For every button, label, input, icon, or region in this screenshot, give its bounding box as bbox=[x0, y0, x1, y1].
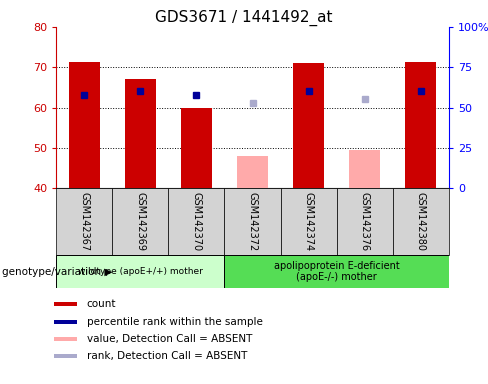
Bar bbox=[56, 255, 224, 288]
Text: GSM142370: GSM142370 bbox=[191, 192, 202, 251]
Bar bbox=[393, 188, 449, 255]
Text: genotype/variation ▶: genotype/variation ▶ bbox=[2, 266, 113, 277]
Text: percentile rank within the sample: percentile rank within the sample bbox=[87, 316, 263, 327]
Bar bbox=[406, 62, 436, 188]
Text: value, Detection Call = ABSENT: value, Detection Call = ABSENT bbox=[87, 334, 252, 344]
Bar bbox=[125, 79, 156, 188]
Text: GSM142369: GSM142369 bbox=[135, 192, 145, 251]
Bar bbox=[349, 150, 380, 188]
Bar bbox=[112, 188, 168, 255]
Bar bbox=[224, 255, 449, 288]
Text: GSM142372: GSM142372 bbox=[247, 192, 258, 252]
Text: GSM142374: GSM142374 bbox=[304, 192, 314, 251]
Bar bbox=[168, 188, 224, 255]
Text: apolipoprotein E-deficient
(apoE-/-) mother: apolipoprotein E-deficient (apoE-/-) mot… bbox=[274, 261, 400, 283]
Text: GSM142376: GSM142376 bbox=[360, 192, 370, 251]
Bar bbox=[55, 320, 77, 323]
Bar bbox=[55, 337, 77, 341]
Bar bbox=[237, 156, 268, 188]
Text: GDS3671 / 1441492_at: GDS3671 / 1441492_at bbox=[155, 10, 333, 26]
Bar bbox=[181, 108, 212, 188]
Bar bbox=[69, 62, 100, 188]
Text: rank, Detection Call = ABSENT: rank, Detection Call = ABSENT bbox=[87, 351, 247, 361]
Bar bbox=[55, 303, 77, 306]
Bar bbox=[281, 188, 337, 255]
Text: count: count bbox=[87, 299, 116, 310]
Bar bbox=[337, 188, 393, 255]
Text: GSM142380: GSM142380 bbox=[416, 192, 426, 251]
Text: GSM142367: GSM142367 bbox=[79, 192, 89, 251]
Bar bbox=[224, 188, 281, 255]
Bar bbox=[56, 188, 112, 255]
Bar bbox=[55, 354, 77, 358]
Bar bbox=[293, 63, 324, 188]
Text: wildtype (apoE+/+) mother: wildtype (apoE+/+) mother bbox=[78, 267, 203, 276]
